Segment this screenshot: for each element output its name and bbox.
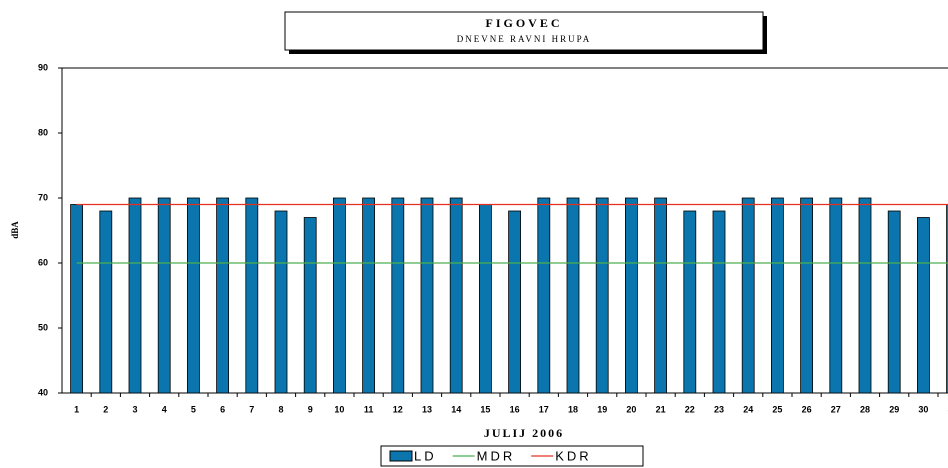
x-tick-label: 19 (597, 404, 607, 414)
x-tick-label: 24 (743, 404, 753, 414)
legend (380, 445, 644, 467)
bar (771, 197, 784, 394)
bar (829, 197, 843, 394)
bar (625, 197, 638, 394)
bar (946, 204, 948, 394)
bar (741, 197, 755, 394)
bar (449, 197, 463, 394)
y-tick-label: 40 (38, 387, 48, 397)
x-tick-label: 27 (831, 404, 841, 414)
x-tick-label: 26 (802, 404, 812, 414)
x-tick-label: 20 (626, 404, 636, 414)
x-tick-label: 2 (103, 404, 108, 414)
x-tick-label: 15 (480, 404, 490, 414)
x-tick-label: 23 (714, 404, 724, 414)
x-tick-label: 17 (539, 404, 549, 414)
bar (186, 197, 200, 394)
y-tick-label: 90 (38, 62, 48, 72)
x-tick-label: 25 (772, 404, 782, 414)
bar (362, 197, 376, 394)
bar (303, 217, 317, 394)
bar (157, 197, 171, 394)
x-tick-label: 18 (568, 404, 578, 414)
bar (887, 210, 901, 394)
bar (537, 197, 551, 394)
x-tick-label: 8 (278, 404, 283, 414)
x-axis-label: JULIJ 2006 (484, 426, 564, 440)
bar (391, 197, 405, 394)
bar (917, 217, 930, 394)
x-tick-label: 13 (422, 404, 432, 414)
legend-swatch (389, 450, 413, 462)
legend-label: MDR (477, 448, 516, 463)
y-tick-label: 60 (38, 257, 48, 267)
bar (683, 210, 697, 394)
chart-title: FIGOVEC (485, 16, 562, 30)
bar (99, 210, 113, 394)
x-tick-label: 12 (393, 404, 403, 414)
bar (800, 197, 813, 394)
bar (858, 197, 872, 394)
y-tick-label: 80 (38, 127, 48, 137)
x-tick-label: 10 (334, 404, 344, 414)
x-tick-label: 3 (132, 404, 137, 414)
x-tick-label: 14 (451, 404, 461, 414)
chart-subtitle: DNEVNE RAVNI HRUPA (457, 34, 592, 44)
x-tick-label: 5 (191, 404, 196, 414)
legend-label: LD (414, 448, 437, 463)
x-tick-label: 30 (918, 404, 928, 414)
x-tick-label: 16 (510, 404, 520, 414)
x-tick-label: 29 (889, 404, 899, 414)
x-tick-label: 4 (162, 404, 167, 414)
x-tick-label: 6 (220, 404, 225, 414)
bar (245, 197, 259, 394)
bar (712, 210, 726, 394)
y-tick-label: 50 (38, 322, 48, 332)
x-tick-label: 7 (249, 404, 254, 414)
bar (332, 197, 346, 394)
x-tick-label: 28 (860, 404, 870, 414)
bar (478, 204, 492, 394)
y-axis-label: dBA (10, 221, 20, 239)
bar (216, 197, 230, 394)
bar (508, 210, 522, 394)
bar (566, 197, 580, 394)
x-tick-label: 11 (364, 404, 374, 414)
bar (70, 204, 83, 394)
x-tick-label: 21 (656, 404, 666, 414)
y-tick-label: 70 (38, 192, 48, 202)
x-tick-label: 9 (308, 404, 313, 414)
bar (654, 197, 667, 394)
legend-label: KDR (555, 448, 591, 463)
bar (128, 197, 142, 394)
title-box (284, 11, 764, 51)
x-tick-label: 1 (74, 404, 79, 414)
bar (274, 210, 288, 394)
bar (595, 197, 609, 394)
bar (420, 197, 434, 394)
x-tick-label: 22 (685, 404, 695, 414)
